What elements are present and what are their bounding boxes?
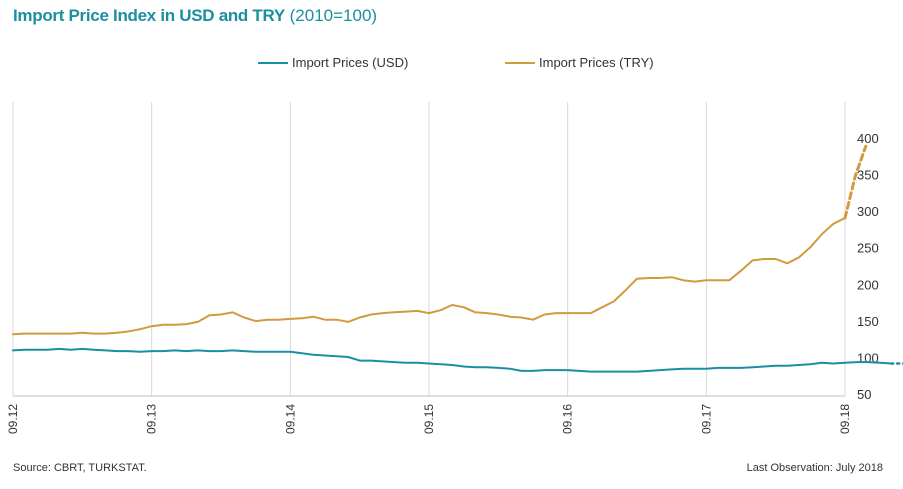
x-tick-label: 09.15: [422, 404, 436, 434]
x-tick-label: 09.17: [699, 404, 713, 434]
legend-label-usd: Import Prices (USD): [292, 55, 409, 70]
series-line-usd: [12, 347, 893, 373]
legend-swatch-try: [505, 61, 535, 64]
x-tick-label: 09.16: [561, 404, 575, 434]
axes: 09.12 09.13 09.14 09.15 09.16 09.17 09.1850100…: [6, 131, 879, 434]
y-tick-label: 350: [857, 168, 879, 183]
legend-label-try: Import Prices (TRY): [539, 55, 654, 70]
x-tick-label: 09.14: [283, 404, 297, 434]
y-tick-label: 150: [857, 314, 879, 329]
y-tick-label: 50: [857, 387, 871, 402]
y-tick-label: 250: [857, 241, 879, 256]
legend-swatch-usd: [258, 61, 288, 64]
legend-item-try: Import Prices (TRY): [505, 55, 654, 70]
source-note: Source: CBRT, TURKSTAT.: [13, 462, 147, 474]
x-tick-label: 09.13: [145, 404, 159, 434]
last-observation-note: Last Observation: July 2018: [746, 462, 883, 474]
x-tick-label: 09.12: [6, 404, 20, 434]
series-group: [12, 144, 903, 373]
chart-title-main: Import Price Index in USD and TRY: [13, 6, 285, 25]
legend-item-usd: Import Prices (USD): [258, 55, 408, 70]
y-tick-label: 400: [857, 131, 879, 146]
chart-title-sub: (2010=100): [289, 6, 378, 25]
series-line-try: [12, 217, 846, 336]
y-tick-label: 200: [857, 277, 879, 292]
legend: Import Prices (USD) Import Prices (TRY): [0, 55, 903, 75]
grid: [12, 102, 846, 396]
y-tick-label: 300: [857, 204, 879, 219]
series-projection-try: [843, 144, 868, 220]
chart-title: Import Price Index in USD and TRY (2010=…: [13, 6, 377, 26]
x-tick-label: 09.18: [838, 404, 852, 434]
